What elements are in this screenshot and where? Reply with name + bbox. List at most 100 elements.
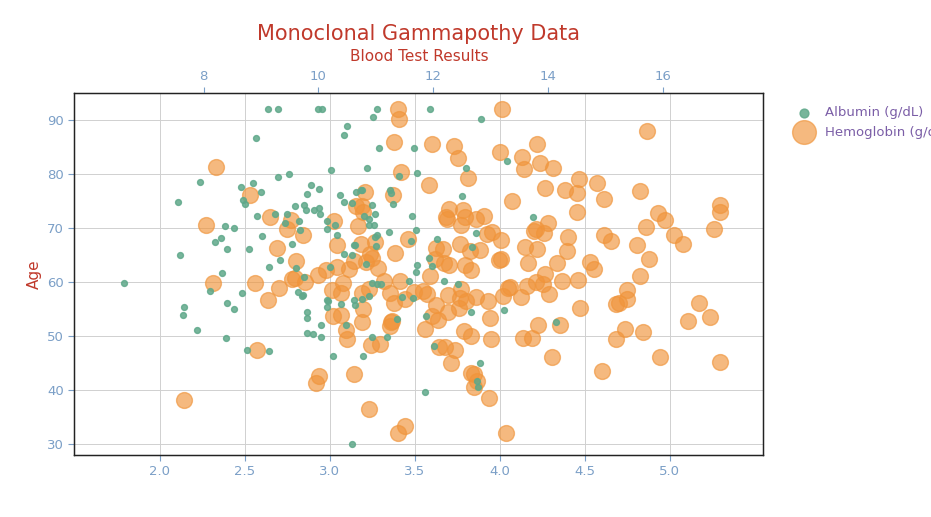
Hemoglobin (g/dL)	[609, 300, 624, 309]
Albumin (g/dL)	[241, 245, 256, 253]
Hemoglobin (g/dL)	[492, 256, 507, 264]
Hemoglobin (g/dL)	[340, 335, 355, 343]
Hemoglobin (g/dL)	[453, 220, 468, 229]
Hemoglobin (g/dL)	[529, 278, 544, 286]
Albumin (g/dL)	[470, 377, 485, 385]
Albumin (g/dL)	[548, 317, 563, 326]
Hemoglobin (g/dL)	[333, 288, 348, 297]
Albumin (g/dL)	[213, 233, 228, 241]
Hemoglobin (g/dL)	[460, 174, 475, 182]
Hemoglobin (g/dL)	[400, 235, 415, 243]
X-axis label: Blood Test Results: Blood Test Results	[350, 49, 488, 64]
Hemoglobin (g/dL)	[553, 321, 568, 329]
Albumin (g/dL)	[344, 440, 359, 448]
Hemoglobin (g/dL)	[440, 291, 455, 299]
Albumin (g/dL)	[454, 192, 469, 201]
Hemoglobin (g/dL)	[308, 379, 323, 387]
Hemoglobin (g/dL)	[312, 372, 327, 380]
Albumin (g/dL)	[202, 287, 217, 295]
Albumin (g/dL)	[358, 260, 373, 268]
Hemoglobin (g/dL)	[667, 231, 681, 239]
Albumin (g/dL)	[355, 186, 370, 194]
Albumin (g/dL)	[226, 305, 241, 313]
Albumin (g/dL)	[357, 212, 371, 221]
Albumin (g/dL)	[347, 301, 362, 310]
Albumin (g/dL)	[215, 269, 230, 277]
Albumin (g/dL)	[333, 191, 348, 200]
Hemoglobin (g/dL)	[432, 343, 447, 351]
Hemoglobin (g/dL)	[520, 258, 535, 267]
Albumin (g/dL)	[288, 202, 303, 210]
Albumin (g/dL)	[373, 280, 388, 288]
Hemoglobin (g/dL)	[437, 258, 452, 267]
Hemoglobin (g/dL)	[560, 247, 574, 255]
Hemoglobin (g/dL)	[597, 194, 612, 203]
Hemoglobin (g/dL)	[550, 258, 565, 267]
Hemoglobin (g/dL)	[456, 327, 471, 336]
Albumin (g/dL)	[382, 228, 397, 236]
Albumin (g/dL)	[268, 209, 283, 218]
Albumin (g/dL)	[451, 280, 466, 288]
Hemoglobin (g/dL)	[385, 317, 400, 326]
Hemoglobin (g/dL)	[466, 383, 481, 391]
Hemoglobin (g/dL)	[692, 299, 707, 307]
Albumin (g/dL)	[314, 321, 329, 329]
Albumin (g/dL)	[418, 311, 433, 320]
Hemoglobin (g/dL)	[651, 208, 666, 217]
Hemoglobin (g/dL)	[517, 165, 532, 173]
Hemoglobin (g/dL)	[342, 265, 357, 273]
Hemoglobin (g/dL)	[356, 305, 371, 313]
Albumin (g/dL)	[385, 200, 400, 208]
Albumin (g/dL)	[497, 306, 512, 314]
Hemoglobin (g/dL)	[250, 345, 264, 354]
Hemoglobin (g/dL)	[263, 212, 277, 221]
Albumin (g/dL)	[176, 311, 191, 319]
Albumin (g/dL)	[407, 144, 422, 153]
Hemoglobin (g/dL)	[503, 283, 518, 291]
Hemoglobin (g/dL)	[398, 295, 412, 303]
Hemoglobin (g/dL)	[482, 313, 497, 322]
Hemoglobin (g/dL)	[703, 313, 718, 321]
Hemoglobin (g/dL)	[530, 140, 545, 148]
Hemoglobin (g/dL)	[452, 240, 467, 248]
Albumin (g/dL)	[395, 293, 410, 301]
Albumin (g/dL)	[170, 198, 185, 206]
Hemoglobin (g/dL)	[383, 288, 398, 297]
Albumin (g/dL)	[240, 346, 255, 354]
Albumin (g/dL)	[459, 164, 474, 172]
Hemoglobin (g/dL)	[618, 325, 633, 333]
Hemoglobin (g/dL)	[494, 105, 509, 113]
Hemoglobin (g/dL)	[438, 342, 452, 351]
Albumin (g/dL)	[237, 200, 252, 208]
Hemoglobin (g/dL)	[540, 219, 555, 227]
Albumin (g/dL)	[429, 235, 444, 243]
Hemoglobin (g/dL)	[526, 226, 541, 235]
Hemoglobin (g/dL)	[355, 317, 370, 326]
Albumin (g/dL)	[361, 292, 376, 300]
Hemoglobin (g/dL)	[499, 429, 514, 437]
Albumin (g/dL)	[354, 186, 369, 194]
Hemoglobin (g/dL)	[351, 222, 366, 230]
Hemoglobin (g/dL)	[675, 240, 690, 248]
Albumin (g/dL)	[345, 251, 360, 259]
Albumin (g/dL)	[333, 300, 348, 308]
Hemoglobin (g/dL)	[609, 334, 624, 343]
Hemoglobin (g/dL)	[361, 284, 376, 293]
Hemoglobin (g/dL)	[468, 215, 483, 223]
Hemoglobin (g/dL)	[466, 370, 481, 378]
Albumin (g/dL)	[336, 131, 351, 139]
Hemoglobin (g/dL)	[429, 301, 444, 309]
Albumin (g/dL)	[366, 112, 381, 120]
Hemoglobin (g/dL)	[537, 230, 552, 238]
Hemoglobin (g/dL)	[537, 270, 552, 278]
Hemoglobin (g/dL)	[619, 295, 634, 303]
Hemoglobin (g/dL)	[355, 202, 370, 210]
Hemoglobin (g/dL)	[681, 317, 695, 325]
Hemoglobin (g/dL)	[330, 263, 344, 271]
Hemoglobin (g/dL)	[398, 422, 412, 430]
Hemoglobin (g/dL)	[272, 284, 287, 292]
Albumin (g/dL)	[227, 224, 242, 232]
Hemoglobin (g/dL)	[493, 236, 508, 245]
Hemoglobin (g/dL)	[406, 288, 421, 296]
Hemoglobin (g/dL)	[326, 312, 341, 320]
